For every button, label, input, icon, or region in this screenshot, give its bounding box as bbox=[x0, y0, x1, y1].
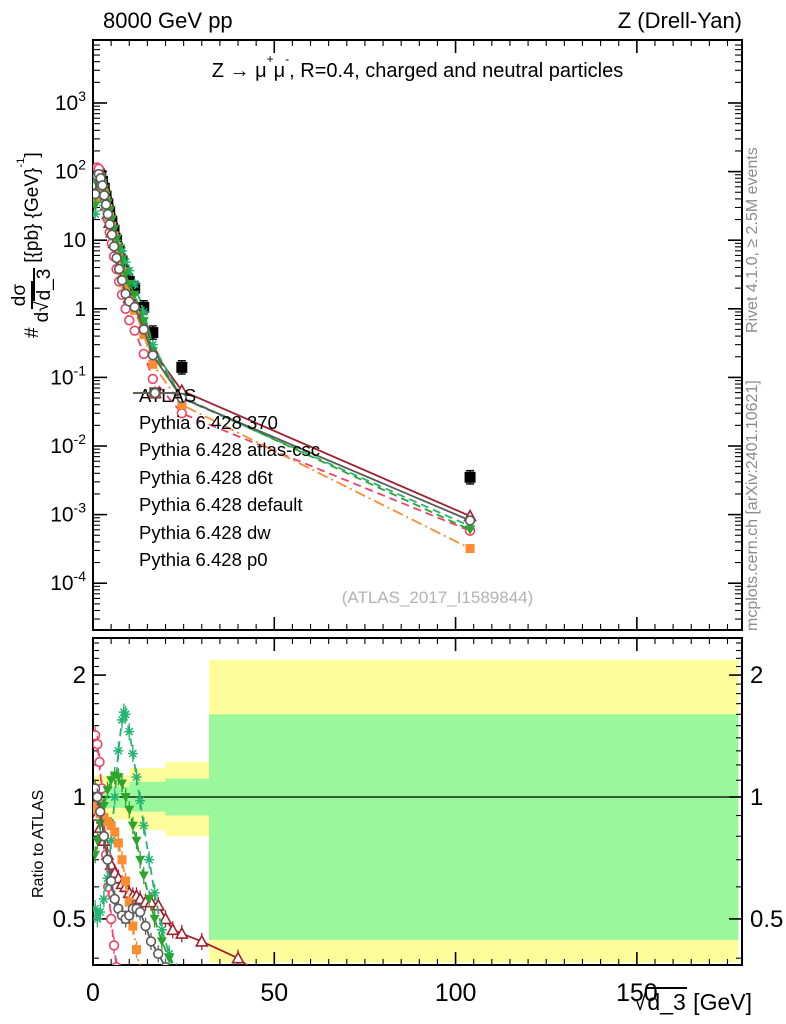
legend-label: Pythia 6.428 p0 bbox=[139, 549, 268, 571]
legend-marker bbox=[133, 387, 179, 399]
legend-label: Pythia 6.428 dw bbox=[139, 521, 271, 543]
svg-text:1: 1 bbox=[73, 784, 86, 811]
svg-text:0.5: 0.5 bbox=[53, 906, 86, 933]
svg-text:2: 2 bbox=[73, 662, 86, 689]
analysis-watermark: (ATLAS_2017_I1589844) bbox=[341, 588, 534, 607]
legend-entry: Pythia 6.428 p0 bbox=[131, 387, 320, 573]
legend-entry: Pythia 6.428 atlas-csc bbox=[131, 387, 320, 464]
ratio-series-pythia-6-428-p0 bbox=[93, 779, 171, 965]
legend: ATLAS Pythia 6.428 370 Pythia 6.428 atlas-… bbox=[131, 382, 320, 574]
legend-label: Pythia 6.428 d6t bbox=[139, 466, 273, 488]
svg-text:2: 2 bbox=[750, 662, 763, 689]
svg-text:10-2: 10-2 bbox=[50, 431, 86, 458]
svg-text:102: 102 bbox=[55, 157, 86, 184]
svg-text:1: 1 bbox=[74, 298, 86, 321]
legend-label: Pythia 6.428 default bbox=[139, 494, 303, 516]
ylabel-fraction: dσ d√ d_3 bbox=[9, 267, 56, 323]
rivet-version-note: Rivet 4.1.0, ≥ 2.5M events bbox=[744, 147, 761, 333]
legend-entry: Pythia 6.428 default bbox=[131, 388, 320, 519]
beam-energy-label: 8000 GeV pp bbox=[103, 8, 233, 33]
panel-frames bbox=[92, 39, 743, 966]
uncertainty-bands bbox=[93, 659, 742, 963]
ratio-y-axis-label: Ratio to ATLAS bbox=[30, 789, 47, 898]
process-label: Z (Drell-Yan) bbox=[617, 8, 742, 33]
svg-text:10-4: 10-4 bbox=[50, 568, 86, 595]
svg-text:100: 100 bbox=[435, 979, 477, 1007]
svg-text:50: 50 bbox=[260, 979, 288, 1007]
svg-text:0: 0 bbox=[86, 979, 100, 1007]
legend-entry: Pythia 6.428 d6t bbox=[131, 388, 320, 491]
svg-text:150: 150 bbox=[616, 979, 658, 1007]
svg-text:1: 1 bbox=[750, 784, 763, 811]
series-pythia-6-428-p0 bbox=[93, 168, 476, 526]
svg-text:10: 10 bbox=[63, 229, 86, 252]
svg-text:10-1: 10-1 bbox=[50, 362, 86, 389]
plot-title: Z → μ+μ-, R=0.4, charged and neutral par… bbox=[211, 51, 624, 82]
legend-label: Pythia 6.428 atlas-csc bbox=[139, 439, 320, 461]
ylabel-units: [{pb} {GeV}-1] bbox=[14, 152, 43, 263]
legend-label: Pythia 6.428 370 bbox=[139, 412, 278, 434]
legend-entry: Pythia 6.428 dw bbox=[131, 389, 320, 546]
legend-entry: Pythia 6.428 370 bbox=[131, 385, 320, 436]
svg-text:0.5: 0.5 bbox=[750, 906, 783, 933]
svg-text:103: 103 bbox=[55, 88, 86, 115]
main-y-axis-label: # dσ d√ d_3 [{pb} {GeV}-1] bbox=[9, 152, 56, 338]
x-axis-label: √d_3 [GeV] bbox=[633, 987, 752, 1015]
svg-text:10-3: 10-3 bbox=[50, 500, 86, 527]
ylabel-prefix: # bbox=[21, 327, 43, 338]
